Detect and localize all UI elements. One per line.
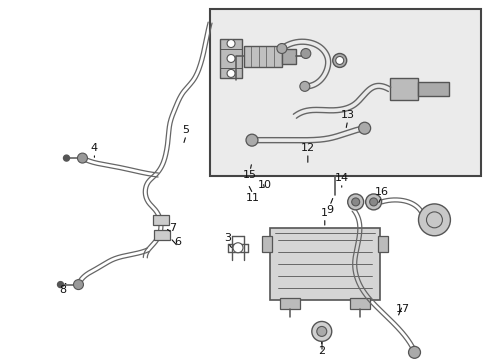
Bar (210, 9, 481, 176)
Bar (153, 215, 169, 225)
Circle shape (348, 194, 364, 210)
Text: 10: 10 (258, 180, 272, 190)
Bar (244, 45, 282, 67)
Bar (282, 49, 296, 64)
Circle shape (64, 155, 70, 161)
Bar (154, 230, 170, 240)
Circle shape (300, 81, 310, 91)
Bar (220, 39, 242, 78)
Circle shape (301, 49, 311, 58)
Circle shape (359, 122, 370, 134)
Circle shape (369, 198, 378, 206)
Text: 16: 16 (375, 187, 389, 197)
Bar (378, 236, 388, 252)
Text: 2: 2 (318, 346, 325, 356)
Text: 13: 13 (341, 110, 355, 120)
Bar (280, 298, 300, 310)
Bar (262, 236, 272, 252)
Circle shape (227, 40, 235, 48)
Bar (417, 82, 449, 96)
Text: 14: 14 (335, 173, 349, 183)
Circle shape (366, 194, 382, 210)
Circle shape (77, 153, 87, 163)
Circle shape (233, 243, 243, 253)
Circle shape (57, 282, 64, 288)
Circle shape (409, 346, 420, 358)
Circle shape (333, 54, 347, 67)
Circle shape (74, 280, 83, 289)
Text: 1: 1 (321, 208, 328, 218)
Text: 3: 3 (224, 233, 232, 243)
Circle shape (227, 69, 235, 77)
Circle shape (277, 44, 287, 54)
Text: 5: 5 (183, 125, 190, 135)
Text: 6: 6 (175, 237, 182, 247)
Circle shape (418, 204, 450, 236)
Text: 7: 7 (169, 223, 176, 233)
Circle shape (352, 198, 360, 206)
Text: 4: 4 (91, 143, 98, 153)
Circle shape (246, 134, 258, 146)
Text: 17: 17 (395, 305, 410, 315)
Circle shape (227, 54, 235, 62)
Text: 12: 12 (301, 143, 315, 153)
Text: 8: 8 (59, 284, 66, 294)
Text: 11: 11 (246, 193, 260, 203)
Bar (270, 228, 380, 300)
Circle shape (317, 327, 327, 336)
Bar (350, 298, 369, 310)
Bar (390, 78, 417, 100)
Text: 9: 9 (326, 205, 333, 215)
Circle shape (312, 321, 332, 341)
Circle shape (336, 57, 343, 64)
Text: 15: 15 (243, 170, 257, 180)
